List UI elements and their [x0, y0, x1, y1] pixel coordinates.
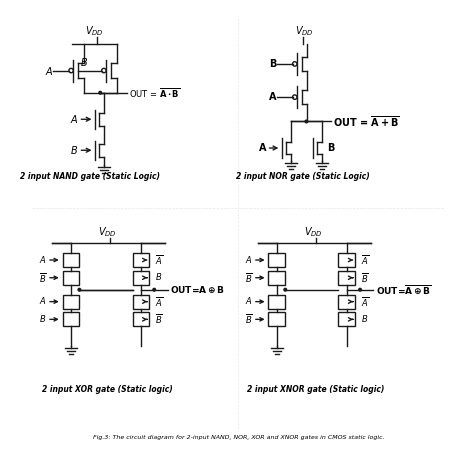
Text: 2 input NAND gate (Static Logic): 2 input NAND gate (Static Logic) — [20, 172, 160, 181]
Text: $\overline{B}$: $\overline{B}$ — [39, 271, 46, 285]
Bar — [338, 253, 355, 267]
Bar — [133, 295, 149, 309]
Text: A: A — [40, 297, 46, 306]
Text: $\overline{A}$: $\overline{A}$ — [155, 295, 163, 308]
Bar — [268, 253, 285, 267]
Bar — [338, 312, 355, 327]
Text: A: A — [269, 92, 276, 102]
Text: A: A — [246, 256, 251, 265]
Text: OUT=$\overline{\mathbf{A \oplus B}}$: OUT=$\overline{\mathbf{A \oplus B}}$ — [375, 283, 431, 297]
Bar — [133, 271, 149, 285]
Text: 2 input NOR gate (Static Logic): 2 input NOR gate (Static Logic) — [236, 172, 369, 181]
Text: $\overline{B}$: $\overline{B}$ — [245, 313, 252, 327]
Bar — [338, 271, 355, 285]
Circle shape — [305, 120, 308, 123]
Text: $A$: $A$ — [45, 64, 53, 77]
Text: $B$: $B$ — [70, 144, 78, 156]
Text: A: A — [40, 256, 46, 265]
Bar — [133, 253, 149, 267]
Bar — [338, 295, 355, 309]
Circle shape — [78, 288, 81, 291]
Text: $V_{DD}$: $V_{DD}$ — [85, 24, 104, 38]
Bar — [63, 253, 80, 267]
Text: A: A — [258, 143, 266, 153]
Text: $\overline{B}$: $\overline{B}$ — [245, 271, 252, 285]
Text: 2 input XNOR gate (Static logic): 2 input XNOR gate (Static logic) — [247, 385, 384, 394]
Text: $V_{DD}$: $V_{DD}$ — [304, 225, 323, 239]
Text: $\overline{B}$: $\overline{B}$ — [155, 313, 163, 327]
Text: OUT = $\overline{\mathbf{A \cdot B}}$: OUT = $\overline{\mathbf{A \cdot B}}$ — [129, 86, 180, 100]
Text: $V_{DD}$: $V_{DD}$ — [295, 24, 314, 38]
Circle shape — [359, 288, 361, 291]
Text: $\overline{B}$: $\overline{B}$ — [361, 271, 369, 285]
Bar — [268, 271, 285, 285]
Text: Fig.3: The circuit diagram for 2-input NAND, NOR, XOR and XNOR gates in CMOS sta: Fig.3: The circuit diagram for 2-input N… — [92, 436, 384, 441]
Circle shape — [99, 92, 101, 94]
Text: OUT = $\overline{\mathbf{A+B}}$: OUT = $\overline{\mathbf{A+B}}$ — [333, 114, 400, 129]
Text: $B$: $B$ — [81, 56, 89, 69]
Text: B: B — [156, 273, 162, 282]
Text: $\overline{A}$: $\overline{A}$ — [155, 253, 163, 267]
Text: A: A — [246, 297, 251, 306]
Text: 2 input XOR gate (Static logic): 2 input XOR gate (Static logic) — [42, 385, 173, 394]
Bar — [63, 295, 80, 309]
Text: B: B — [328, 143, 335, 153]
Text: $A$: $A$ — [70, 113, 78, 125]
Text: B: B — [362, 315, 368, 324]
Bar — [268, 312, 285, 327]
Bar — [268, 295, 285, 309]
Text: OUT=$\mathbf{A \oplus B}$: OUT=$\mathbf{A \oplus B}$ — [170, 284, 225, 295]
Bar — [63, 271, 80, 285]
Bar — [63, 312, 80, 327]
Bar — [133, 312, 149, 327]
Text: $V_{DD}$: $V_{DD}$ — [98, 225, 117, 239]
Text: $\overline{A}$: $\overline{A}$ — [361, 253, 369, 267]
Text: B: B — [40, 315, 46, 324]
Circle shape — [284, 288, 287, 291]
Circle shape — [153, 288, 155, 291]
Text: B: B — [269, 59, 276, 69]
Text: $\overline{A}$: $\overline{A}$ — [361, 295, 369, 308]
